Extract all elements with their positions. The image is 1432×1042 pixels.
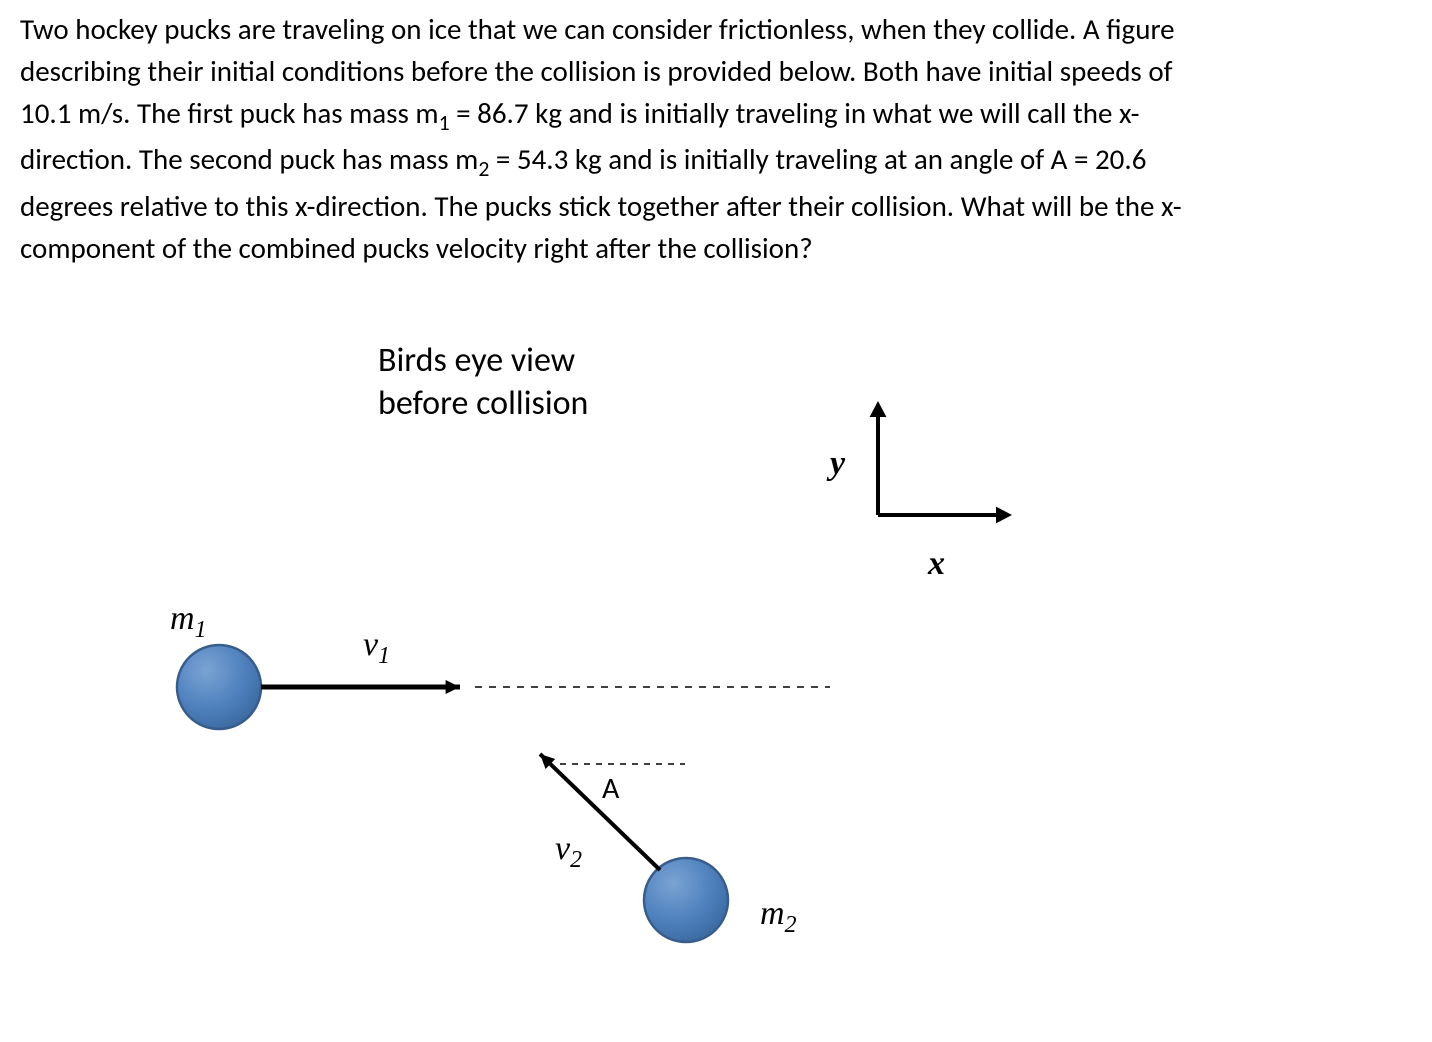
axes-icon: [858, 395, 1018, 535]
figure-title-line-1: Birds eye view: [378, 340, 575, 381]
text-line-4a: direction. The second puck has mass m: [20, 141, 478, 177]
mass-1-label: m1: [170, 600, 206, 644]
dashed-extension-line: [470, 682, 835, 692]
velocity-2-symbol: v: [555, 830, 570, 867]
angle-label: A: [602, 770, 619, 807]
text-line-3a: 10.1 m/s. The first puck has mass m: [20, 95, 439, 131]
text-line-4b: = 54.3 kg and is initially traveling at …: [489, 141, 1146, 177]
text-line-3b: = 86.7 kg and is initially traveling in …: [450, 95, 1140, 131]
velocity-1-label: v1: [363, 626, 390, 670]
mass-2-label: m2: [760, 895, 796, 939]
mass-2-subscript: 2: [785, 912, 797, 938]
velocity-1-arrow: [241, 667, 480, 707]
figure-title-line-2: before collision: [378, 383, 588, 424]
velocity-2-label: v2: [555, 830, 582, 874]
velocity-2-arrow: [520, 734, 680, 890]
axis-y-label: y: [830, 445, 845, 483]
subscript-2a: 2: [478, 155, 489, 182]
page: Two hockey pucks are traveling on ice th…: [0, 0, 1432, 1042]
problem-statement: Two hockey pucks are traveling on ice th…: [20, 8, 1412, 269]
text-line-1: Two hockey pucks are traveling on ice th…: [20, 11, 1175, 47]
subscript-1a: 1: [439, 109, 450, 136]
mass-1-subscript: 1: [195, 617, 207, 643]
mass-2-symbol: m: [760, 895, 785, 932]
text-line-6: component of the combined pucks velocity…: [20, 230, 813, 266]
text-line-2: describing their initial conditions befo…: [20, 53, 1172, 89]
velocity-1-symbol: v: [363, 626, 378, 663]
figure: Birds eye view before collision y x m1 v…: [0, 300, 1432, 1000]
mass-1-symbol: m: [170, 600, 195, 637]
velocity-2-subscript: 2: [570, 847, 582, 873]
figure-title: Birds eye view before collision: [378, 340, 588, 425]
velocity-1-subscript: 1: [378, 643, 390, 669]
text-line-5: degrees relative to this x-direction. Th…: [20, 188, 1182, 224]
axis-x-label: x: [928, 545, 945, 583]
angle-reference-line: [555, 759, 690, 769]
